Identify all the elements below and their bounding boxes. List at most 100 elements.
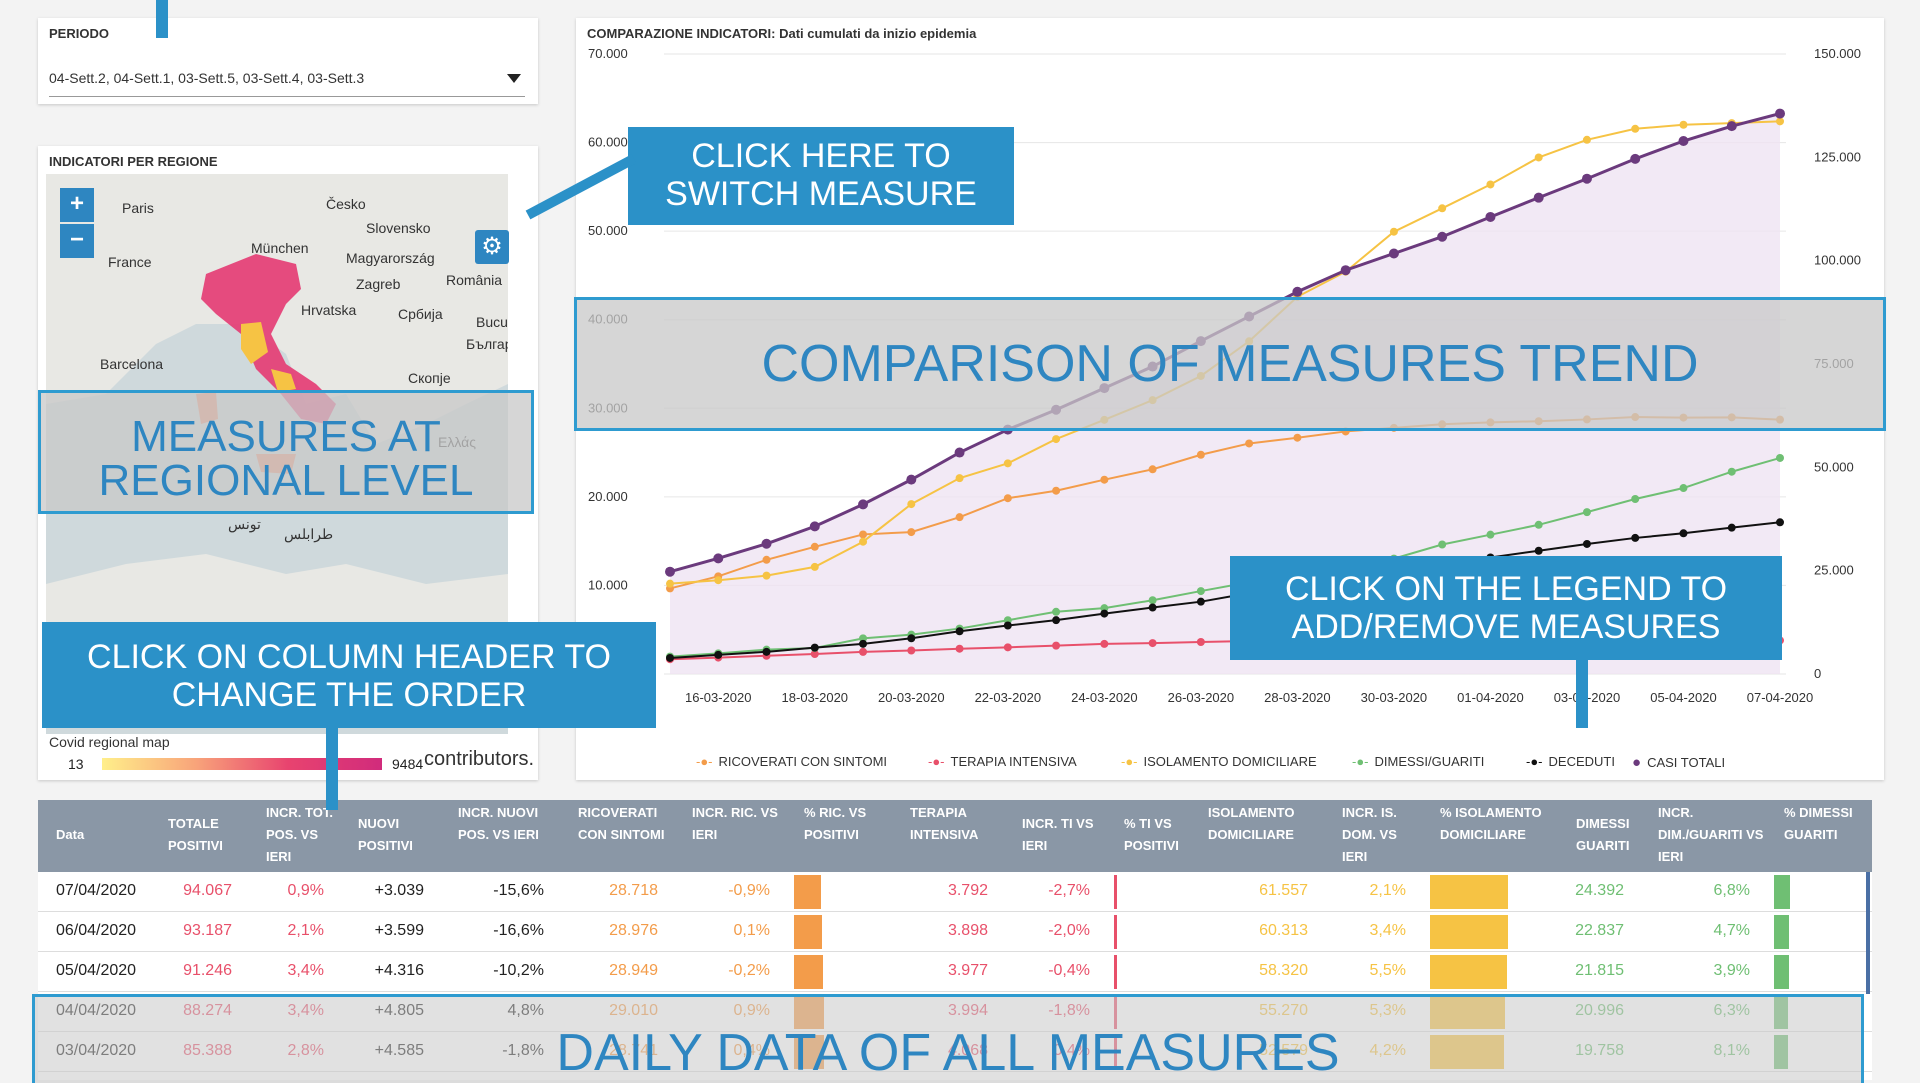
series-point [1776, 453, 1784, 462]
table-cell: -16,6% [493, 922, 544, 939]
map-region-mid[interactable] [271, 369, 296, 392]
legend-item[interactable]: -●- DIMESSI/GUARITI [1352, 754, 1484, 769]
legend-hint-callout: CLICK ON THE LEGEND TO ADD/REMOVE MEASUR… [1230, 556, 1782, 660]
column-header[interactable]: % RIC. VS POSITIVI [804, 805, 867, 842]
y-right-tick-label: 100.000 [1814, 253, 1861, 268]
legend-hint-connector [1576, 660, 1588, 728]
column-header[interactable]: INCR. DIM./GUARITI VS IERI [1658, 805, 1764, 864]
series-point [1196, 638, 1205, 647]
percent-bar [794, 875, 821, 909]
legend-item[interactable]: -●- RICOVERATI CON SINTOMI [696, 754, 887, 769]
percent-bar [1114, 875, 1117, 909]
percent-bar [794, 915, 822, 949]
x-tick-label: 16-03-2020 [685, 690, 752, 705]
series-point [810, 562, 819, 571]
table-cell: +3.599 [374, 922, 424, 939]
zoom-out-button[interactable]: − [60, 224, 94, 258]
column-header[interactable]: DIMESSI GUARITI [1576, 816, 1630, 853]
gear-icon[interactable]: ⚙ [475, 230, 509, 264]
table-cell: 28.976 [609, 922, 658, 939]
column-header[interactable]: % DIMESSI GUARITI [1784, 805, 1853, 842]
table-cell: -15,6% [493, 882, 544, 899]
column-header[interactable]: NUOVI POSITIVI [358, 816, 413, 853]
series-point [1196, 450, 1205, 459]
series-point [907, 528, 916, 537]
legend-label: RICOVERATI CON SINTOMI [718, 754, 888, 769]
series-point [1486, 530, 1495, 539]
column-header[interactable]: INCR. TOT. POS. VS IERI [266, 805, 333, 864]
top-connector [156, 0, 168, 38]
legend-item[interactable]: -●- TERAPIA INTENSIVA [928, 754, 1077, 769]
zoom-in-button[interactable]: + [60, 188, 94, 222]
column-header[interactable]: Data [56, 827, 85, 842]
series-point [1052, 607, 1061, 616]
chart-title: COMPARAZIONE INDICATORI: Dati cumulati d… [587, 26, 977, 41]
series-point [1003, 459, 1012, 468]
column-header[interactable]: INCR. NUOVI POS. VS IERI [458, 805, 539, 842]
column-header[interactable]: INCR. IS. DOM. VS IERI [1342, 805, 1397, 864]
table-header [38, 800, 1872, 872]
legend-item[interactable]: ● CASI TOTALI [1632, 754, 1725, 771]
percent-bar [1774, 915, 1789, 949]
table-cell: -0,4% [1048, 962, 1090, 979]
series-point [1003, 643, 1012, 652]
series-point [1003, 494, 1012, 503]
table-cell: 24.392 [1575, 882, 1624, 899]
series-point [1534, 153, 1543, 162]
map-place-label: България [466, 336, 508, 352]
series-point [1727, 523, 1736, 532]
series-point [714, 576, 723, 585]
series-line [669, 456, 1781, 658]
series-point [1776, 117, 1784, 126]
percent-bar [1774, 955, 1789, 989]
x-tick-label: 18-03-2020 [782, 690, 849, 705]
series-point [1776, 518, 1784, 527]
series-point [1052, 616, 1061, 625]
column-header[interactable]: RICOVERATI CON SINTOMI [578, 805, 665, 842]
legend-label: DECEDUTI [1548, 754, 1615, 769]
map-region-high[interactable] [241, 322, 268, 364]
table-cell: 3,4% [287, 962, 324, 979]
column-header[interactable]: TOTALE POSITIVI [168, 816, 223, 853]
percent-bar [1774, 875, 1790, 909]
column-header[interactable]: TERAPIA INTENSIVA [910, 805, 979, 842]
series-point [1678, 136, 1689, 147]
column-header[interactable]: INCR. TI VS IERI [1022, 816, 1094, 853]
percent-bar [794, 955, 823, 989]
column-header[interactable]: ISOLAMENTO DOMICILIARE [1208, 805, 1295, 842]
table-scrollbar[interactable] [1866, 872, 1870, 994]
series-point [1388, 248, 1399, 259]
table-cell: -10,2% [493, 962, 544, 979]
legend-label: TERAPIA INTENSIVA [950, 754, 1077, 769]
percent-bar [1430, 955, 1507, 989]
series-line [669, 521, 1781, 659]
table-cell: 21.815 [1575, 962, 1624, 979]
series-point [906, 474, 917, 485]
table-cell: 3,4% [1369, 922, 1406, 939]
series-point [1437, 231, 1448, 242]
map-italy-regions[interactable] [201, 254, 336, 424]
percent-bar [1430, 875, 1508, 909]
series-point [810, 542, 819, 551]
y-right-tick-label: 50.000 [1814, 459, 1854, 474]
legend-item[interactable]: -●- DECEDUTI [1526, 754, 1615, 769]
series-point [761, 538, 772, 549]
column-header[interactable]: INCR. RIC. VS IERI [692, 805, 778, 842]
map-place-label: Slovensko [366, 220, 431, 236]
series-point [954, 447, 965, 458]
legend-label: CASI TOTALI [1647, 755, 1726, 770]
series-point [713, 553, 724, 564]
table-cell: 05/04/2020 [56, 962, 137, 979]
caret-down-icon[interactable] [507, 74, 521, 83]
daily-overlay: DAILY DATA OF ALL MEASURES [32, 994, 1864, 1083]
legend-item[interactable]: -●- ISOLAMENTO DOMICILIARE [1121, 754, 1317, 769]
map-place-label: Barcelona [100, 356, 164, 372]
period-select[interactable]: 04-Sett.2, 04-Sett.1, 03-Sett.5, 03-Sett… [49, 66, 525, 97]
x-tick-label: 26-03-2020 [1168, 690, 1235, 705]
column-header[interactable]: % ISOLAMENTO DOMICILIARE [1440, 805, 1542, 842]
y-left-tick-label: 20.000 [588, 489, 628, 504]
legend-marker-icon: -●- [1526, 754, 1543, 769]
legend-marker-icon: ● [1632, 754, 1642, 771]
series-point [859, 530, 868, 539]
column-header[interactable]: % TI VS POSITIVI [1124, 816, 1179, 853]
